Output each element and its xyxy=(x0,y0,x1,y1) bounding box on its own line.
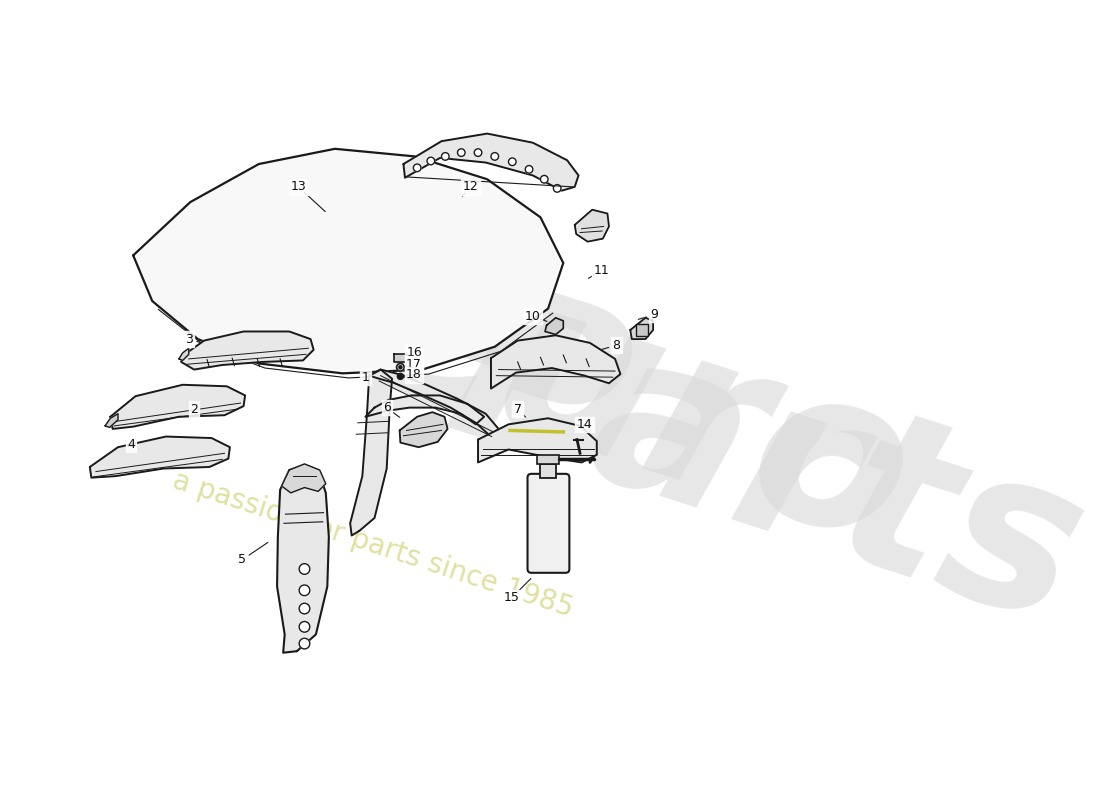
Polygon shape xyxy=(394,354,407,362)
FancyBboxPatch shape xyxy=(636,324,648,336)
FancyBboxPatch shape xyxy=(528,474,570,573)
Text: 7: 7 xyxy=(514,402,521,416)
Polygon shape xyxy=(404,134,579,190)
Polygon shape xyxy=(179,348,189,361)
Text: 2: 2 xyxy=(190,402,198,416)
Circle shape xyxy=(525,166,532,173)
Polygon shape xyxy=(90,437,230,478)
Polygon shape xyxy=(350,370,392,535)
Circle shape xyxy=(299,564,310,574)
Circle shape xyxy=(299,622,310,632)
Text: 6: 6 xyxy=(383,401,390,414)
Text: 13: 13 xyxy=(290,180,306,194)
Circle shape xyxy=(491,153,498,160)
Polygon shape xyxy=(365,395,484,424)
Text: a passion for parts since 1985: a passion for parts since 1985 xyxy=(169,466,576,622)
Circle shape xyxy=(540,175,548,183)
Polygon shape xyxy=(478,418,597,462)
Circle shape xyxy=(474,149,482,157)
Circle shape xyxy=(299,585,310,596)
Polygon shape xyxy=(110,385,245,429)
Circle shape xyxy=(427,157,434,165)
Polygon shape xyxy=(399,412,448,447)
Text: 18: 18 xyxy=(406,368,422,382)
Text: 8: 8 xyxy=(613,338,620,352)
Text: 16: 16 xyxy=(406,346,422,359)
Circle shape xyxy=(441,153,449,160)
Circle shape xyxy=(397,363,404,371)
Polygon shape xyxy=(491,335,620,389)
Text: 11: 11 xyxy=(594,264,609,277)
Text: 10: 10 xyxy=(525,310,541,322)
Text: 9: 9 xyxy=(651,308,659,322)
Polygon shape xyxy=(277,465,329,653)
Text: 5: 5 xyxy=(238,554,246,566)
Circle shape xyxy=(397,374,404,379)
Polygon shape xyxy=(182,331,314,370)
Text: 12: 12 xyxy=(462,180,478,194)
Text: Parts: Parts xyxy=(427,267,1100,670)
Polygon shape xyxy=(370,370,498,437)
Circle shape xyxy=(508,158,516,166)
Circle shape xyxy=(299,638,310,649)
Polygon shape xyxy=(544,318,563,334)
Text: 17: 17 xyxy=(406,358,422,370)
Polygon shape xyxy=(104,414,118,427)
Polygon shape xyxy=(630,318,653,339)
Text: 14: 14 xyxy=(576,418,593,431)
Circle shape xyxy=(299,603,310,614)
Circle shape xyxy=(414,164,421,172)
FancyBboxPatch shape xyxy=(538,455,559,464)
Circle shape xyxy=(458,149,465,157)
Polygon shape xyxy=(133,149,563,374)
Text: 3: 3 xyxy=(185,333,192,346)
Text: 15: 15 xyxy=(504,591,519,605)
Circle shape xyxy=(553,185,561,192)
Text: 4: 4 xyxy=(126,438,135,450)
Text: 1: 1 xyxy=(362,370,370,384)
Polygon shape xyxy=(282,464,326,493)
Polygon shape xyxy=(574,210,609,242)
FancyBboxPatch shape xyxy=(540,464,557,478)
Circle shape xyxy=(399,366,402,369)
Text: euro: euro xyxy=(328,214,937,594)
